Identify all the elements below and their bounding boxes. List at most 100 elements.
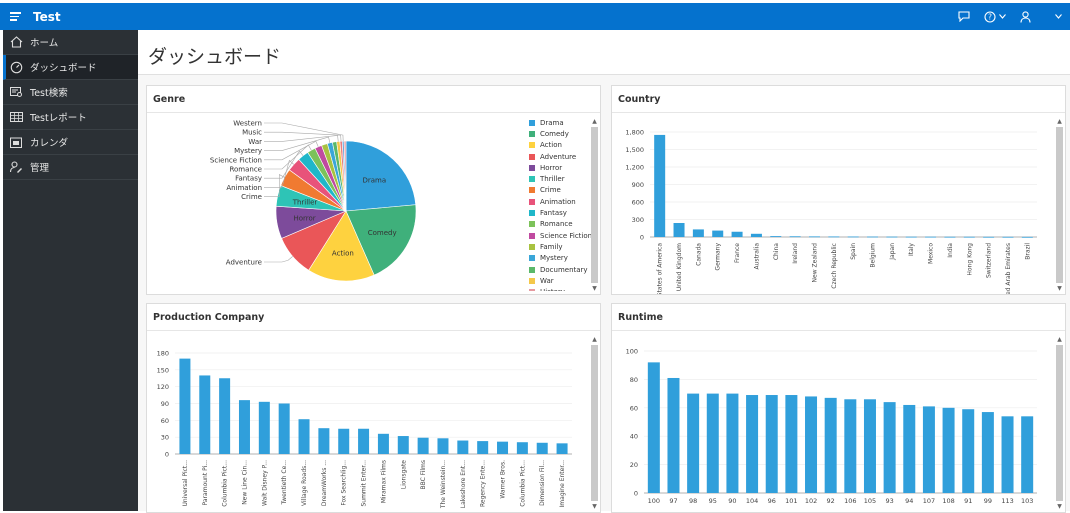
bar[interactable]	[318, 428, 330, 454]
bar[interactable]	[692, 229, 704, 237]
bar[interactable]	[981, 412, 994, 493]
bar[interactable]	[962, 409, 975, 493]
chart-scrollbar[interactable]: ▲ ▼	[1056, 118, 1063, 292]
bar[interactable]	[789, 236, 801, 238]
sidebar-item-admin[interactable]: 管理	[3, 155, 138, 180]
legend-item[interactable]: History	[529, 286, 595, 291]
bar[interactable]	[497, 441, 509, 454]
bar[interactable]	[457, 440, 469, 454]
legend-item[interactable]: Mystery	[529, 253, 595, 264]
scroll-down-icon[interactable]: ▼	[592, 285, 597, 292]
legend-item[interactable]: Romance	[529, 219, 595, 230]
bar[interactable]	[712, 230, 724, 237]
scroll-down-icon[interactable]: ▼	[592, 503, 597, 510]
bar[interactable]	[925, 236, 937, 238]
scrollbar-thumb[interactable]	[1056, 345, 1063, 501]
pie-slice[interactable]	[345, 204, 417, 276]
scrollbar-thumb[interactable]	[591, 127, 598, 283]
bar[interactable]	[199, 375, 211, 454]
user-menu-button[interactable]	[1020, 10, 1062, 23]
bar[interactable]	[556, 443, 568, 454]
legend-item[interactable]: Comedy	[529, 128, 595, 139]
bar[interactable]	[377, 433, 389, 454]
bar[interactable]	[903, 404, 916, 493]
bar[interactable]	[824, 397, 837, 493]
bar[interactable]	[944, 236, 956, 238]
sidebar-item-report[interactable]: Testレポート	[3, 105, 138, 130]
legend-item[interactable]: War	[529, 275, 595, 286]
bar[interactable]	[258, 401, 270, 454]
pie-slice[interactable]	[308, 210, 375, 282]
legend-item[interactable]: Action	[529, 140, 595, 151]
bar[interactable]	[536, 442, 548, 454]
scroll-down-icon[interactable]: ▼	[1057, 285, 1062, 292]
chart-scrollbar[interactable]: ▲ ▼	[1056, 336, 1063, 510]
bar[interactable]	[358, 428, 370, 454]
sidebar-item-dashboard[interactable]: ダッシュボード	[3, 55, 138, 80]
bar[interactable]	[805, 396, 818, 493]
bar[interactable]	[905, 236, 917, 238]
bar[interactable]	[477, 441, 489, 454]
bar[interactable]	[667, 377, 680, 493]
bar[interactable]	[1001, 416, 1014, 493]
bar[interactable]	[844, 399, 857, 493]
pie-slice[interactable]	[343, 140, 347, 212]
bar[interactable]	[765, 395, 778, 493]
bar[interactable]	[647, 362, 660, 493]
legend-item[interactable]: Family	[529, 241, 595, 252]
bar[interactable]	[338, 428, 350, 454]
bar[interactable]	[828, 236, 840, 238]
bar[interactable]	[731, 231, 743, 237]
scroll-up-icon[interactable]: ▲	[592, 336, 597, 343]
bar[interactable]	[847, 236, 859, 238]
bar[interactable]	[219, 378, 231, 454]
bar[interactable]	[867, 236, 879, 238]
bar[interactable]	[238, 400, 250, 454]
bar[interactable]	[397, 436, 409, 454]
bar[interactable]	[673, 223, 685, 237]
legend-scrollbar[interactable]: ▲ ▼	[591, 118, 598, 292]
scrollbar-thumb[interactable]	[1056, 127, 1063, 283]
bar[interactable]	[1002, 236, 1014, 238]
bar[interactable]	[1021, 416, 1034, 493]
legend-item[interactable]: Thriller	[529, 173, 595, 184]
bar[interactable]	[808, 236, 820, 238]
bar[interactable]	[983, 236, 995, 238]
menu-toggle-icon[interactable]	[10, 10, 24, 24]
scroll-up-icon[interactable]: ▲	[592, 118, 597, 125]
bar[interactable]	[886, 236, 898, 238]
bar[interactable]	[785, 395, 798, 493]
bar[interactable]	[963, 236, 975, 238]
legend-item[interactable]: Fantasy	[529, 207, 595, 218]
legend-item[interactable]: Science Fiction	[529, 230, 595, 241]
legend-item[interactable]: Crime	[529, 185, 595, 196]
bar[interactable]	[922, 406, 935, 493]
legend-item[interactable]: Horror	[529, 162, 595, 173]
bar[interactable]	[298, 419, 310, 454]
bar[interactable]	[417, 437, 429, 454]
legend-item[interactable]: Documentary	[529, 264, 595, 275]
app-title[interactable]: Test	[33, 9, 61, 24]
bar[interactable]	[750, 233, 762, 237]
bar[interactable]	[770, 236, 782, 237]
bar[interactable]	[746, 395, 759, 493]
legend-item[interactable]: Animation	[529, 196, 595, 207]
bar[interactable]	[687, 393, 700, 493]
scroll-up-icon[interactable]: ▲	[1057, 118, 1062, 125]
scroll-up-icon[interactable]: ▲	[1057, 336, 1062, 343]
scroll-down-icon[interactable]: ▼	[1057, 503, 1062, 510]
chat-icon[interactable]	[958, 11, 970, 22]
bar[interactable]	[654, 134, 666, 237]
legend-item[interactable]: Drama	[529, 117, 595, 128]
sidebar-item-search[interactable]: Test検索	[3, 80, 138, 105]
bar[interactable]	[179, 358, 191, 454]
scrollbar-thumb[interactable]	[591, 345, 598, 501]
bar[interactable]	[883, 402, 896, 493]
bar[interactable]	[942, 407, 955, 493]
bar[interactable]	[706, 393, 719, 493]
chart-scrollbar[interactable]: ▲ ▼	[591, 336, 598, 510]
bar[interactable]	[278, 403, 290, 455]
pie-slice[interactable]	[345, 140, 417, 212]
bar[interactable]	[1021, 236, 1033, 238]
bar[interactable]	[516, 442, 528, 454]
